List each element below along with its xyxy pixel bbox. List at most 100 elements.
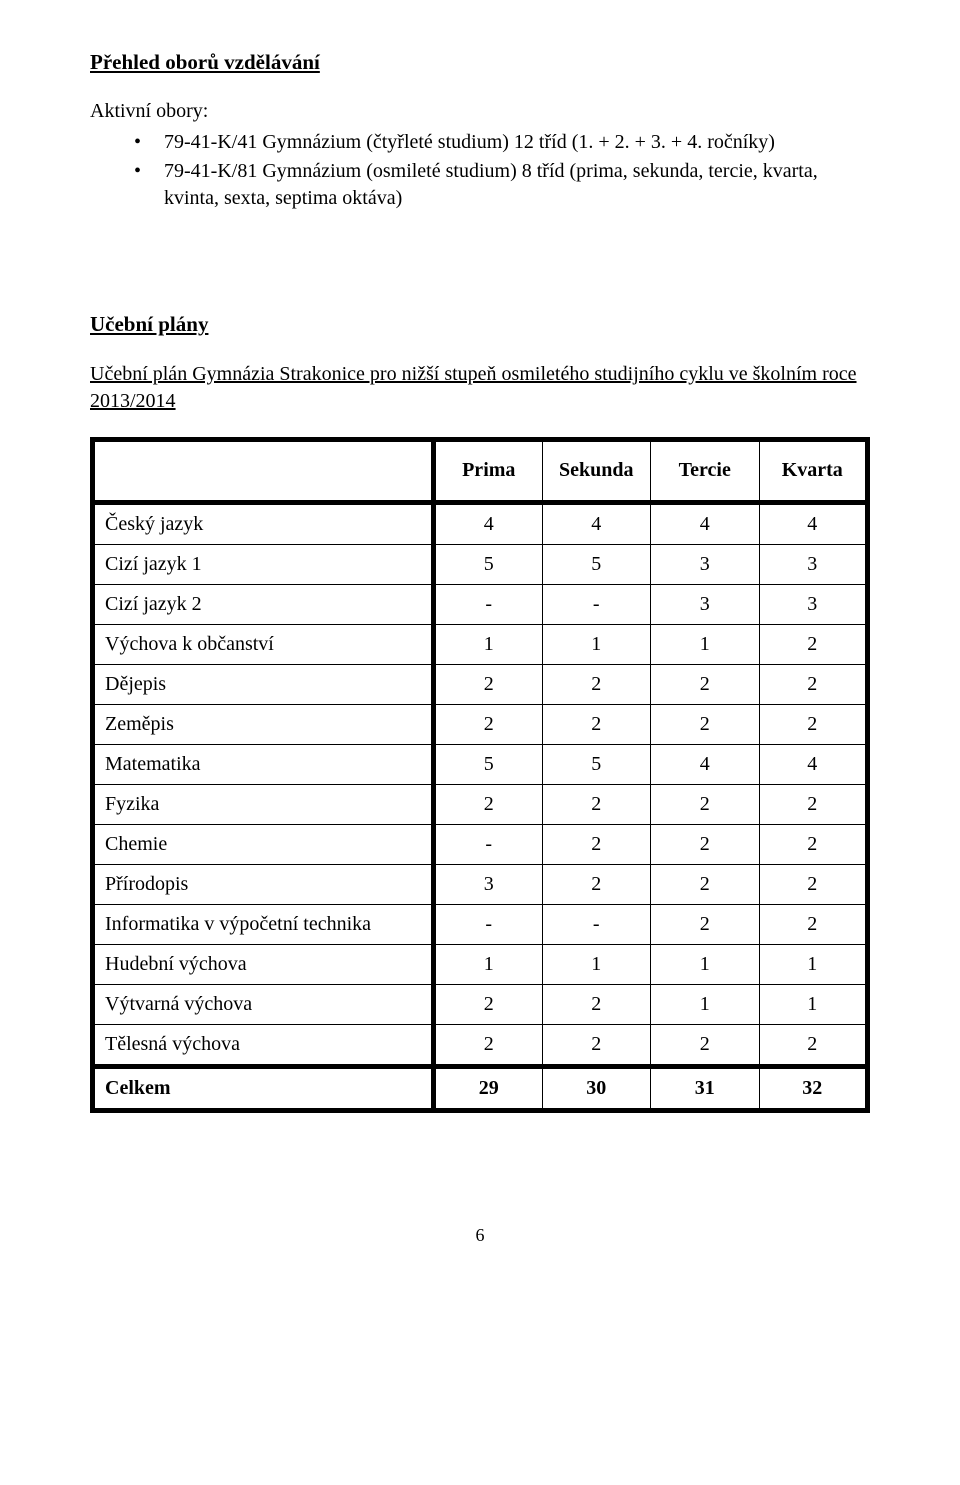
table-header-empty: [93, 439, 434, 502]
row-value: 2: [759, 824, 868, 864]
row-value: 2: [651, 824, 760, 864]
table-row: Přírodopis3222: [93, 864, 868, 904]
row-value: 4: [759, 744, 868, 784]
table-body: Český jazyk4444Cizí jazyk 15533Cizí jazy…: [93, 502, 868, 1110]
row-value: 2: [651, 904, 760, 944]
row-value: 3: [434, 864, 543, 904]
table-row: Výtvarná výchova2211: [93, 984, 868, 1024]
table-row: Hudební výchova1111: [93, 944, 868, 984]
row-value: 2: [651, 784, 760, 824]
total-label: Celkem: [93, 1066, 434, 1110]
table-row: Cizí jazyk 15533: [93, 544, 868, 584]
row-value: 1: [651, 944, 760, 984]
row-value: 3: [651, 584, 760, 624]
row-value: 4: [651, 744, 760, 784]
total-value: 30: [542, 1066, 651, 1110]
row-value: 1: [434, 624, 543, 664]
row-value: 2: [542, 664, 651, 704]
table-row: Tělesná výchova2222: [93, 1024, 868, 1066]
row-value: 4: [542, 502, 651, 544]
row-value: 2: [651, 704, 760, 744]
row-label: Hudební výchova: [93, 944, 434, 984]
row-label: Matematika: [93, 744, 434, 784]
row-value: 2: [651, 864, 760, 904]
table-row: Informatika v výpočetní technika--22: [93, 904, 868, 944]
row-value: -: [434, 584, 543, 624]
row-value: 5: [434, 544, 543, 584]
table-row: Chemie-222: [93, 824, 868, 864]
table-header-sekunda: Sekunda: [542, 439, 651, 502]
table-header-tercie: Tercie: [651, 439, 760, 502]
table-header-kvarta: Kvarta: [759, 439, 868, 502]
row-label: Informatika v výpočetní technika: [93, 904, 434, 944]
row-value: 3: [759, 544, 868, 584]
row-value: 2: [542, 864, 651, 904]
row-value: 2: [542, 1024, 651, 1066]
row-value: 2: [759, 664, 868, 704]
table-header-row: Prima Sekunda Tercie Kvarta: [93, 439, 868, 502]
row-value: 4: [759, 502, 868, 544]
curriculum-table: Prima Sekunda Tercie Kvarta Český jazyk4…: [90, 437, 870, 1113]
table-row: Výchova k občanství1112: [93, 624, 868, 664]
list-item: 79-41-K/81 Gymnázium (osmileté studium) …: [134, 158, 870, 212]
row-label: Cizí jazyk 1: [93, 544, 434, 584]
row-value: 2: [542, 984, 651, 1024]
row-label: Cizí jazyk 2: [93, 584, 434, 624]
row-value: 1: [542, 944, 651, 984]
row-value: 3: [759, 584, 868, 624]
row-value: 5: [434, 744, 543, 784]
row-value: 1: [759, 984, 868, 1024]
table-row: Zeměpis2222: [93, 704, 868, 744]
row-value: 2: [759, 784, 868, 824]
row-label: Výchova k občanství: [93, 624, 434, 664]
row-value: 2: [434, 984, 543, 1024]
active-branches-list: 79-41-K/41 Gymnázium (čtyřleté studium) …: [90, 129, 870, 212]
row-label: Zeměpis: [93, 704, 434, 744]
overview-title: Přehled oborů vzdělávání: [90, 48, 870, 76]
row-value: 1: [759, 944, 868, 984]
table-row: Český jazyk4444: [93, 502, 868, 544]
row-value: 2: [434, 704, 543, 744]
row-value: 2: [542, 824, 651, 864]
row-value: 3: [651, 544, 760, 584]
row-value: -: [434, 904, 543, 944]
row-value: 2: [434, 784, 543, 824]
row-label: Tělesná výchova: [93, 1024, 434, 1066]
row-value: 4: [434, 502, 543, 544]
row-value: 2: [759, 624, 868, 664]
total-value: 31: [651, 1066, 760, 1110]
list-item: 79-41-K/41 Gymnázium (čtyřleté studium) …: [134, 129, 870, 156]
row-value: 2: [434, 1024, 543, 1066]
row-value: 2: [759, 864, 868, 904]
plan-description: Učební plán Gymnázia Strakonice pro nižš…: [90, 361, 870, 415]
total-value: 32: [759, 1066, 868, 1110]
row-value: 4: [651, 502, 760, 544]
row-value: 2: [651, 1024, 760, 1066]
row-value: -: [434, 824, 543, 864]
row-label: Fyzika: [93, 784, 434, 824]
row-value: 2: [759, 904, 868, 944]
plans-title: Učební plány: [90, 310, 870, 338]
row-label: Dějepis: [93, 664, 434, 704]
row-label: Český jazyk: [93, 502, 434, 544]
page-number: 6: [90, 1223, 870, 1247]
table-row: Dějepis2222: [93, 664, 868, 704]
table-row: Matematika5544: [93, 744, 868, 784]
row-value: 2: [542, 784, 651, 824]
row-value: -: [542, 584, 651, 624]
table-row: Fyzika2222: [93, 784, 868, 824]
table-total-row: Celkem29303132: [93, 1066, 868, 1110]
row-value: 2: [434, 664, 543, 704]
row-value: 2: [759, 704, 868, 744]
row-value: 2: [759, 1024, 868, 1066]
row-label: Výtvarná výchova: [93, 984, 434, 1024]
row-label: Přírodopis: [93, 864, 434, 904]
row-value: 1: [651, 624, 760, 664]
row-value: 2: [542, 704, 651, 744]
row-label: Chemie: [93, 824, 434, 864]
total-value: 29: [434, 1066, 543, 1110]
row-value: 1: [434, 944, 543, 984]
row-value: -: [542, 904, 651, 944]
row-value: 5: [542, 744, 651, 784]
table-header-prima: Prima: [434, 439, 543, 502]
